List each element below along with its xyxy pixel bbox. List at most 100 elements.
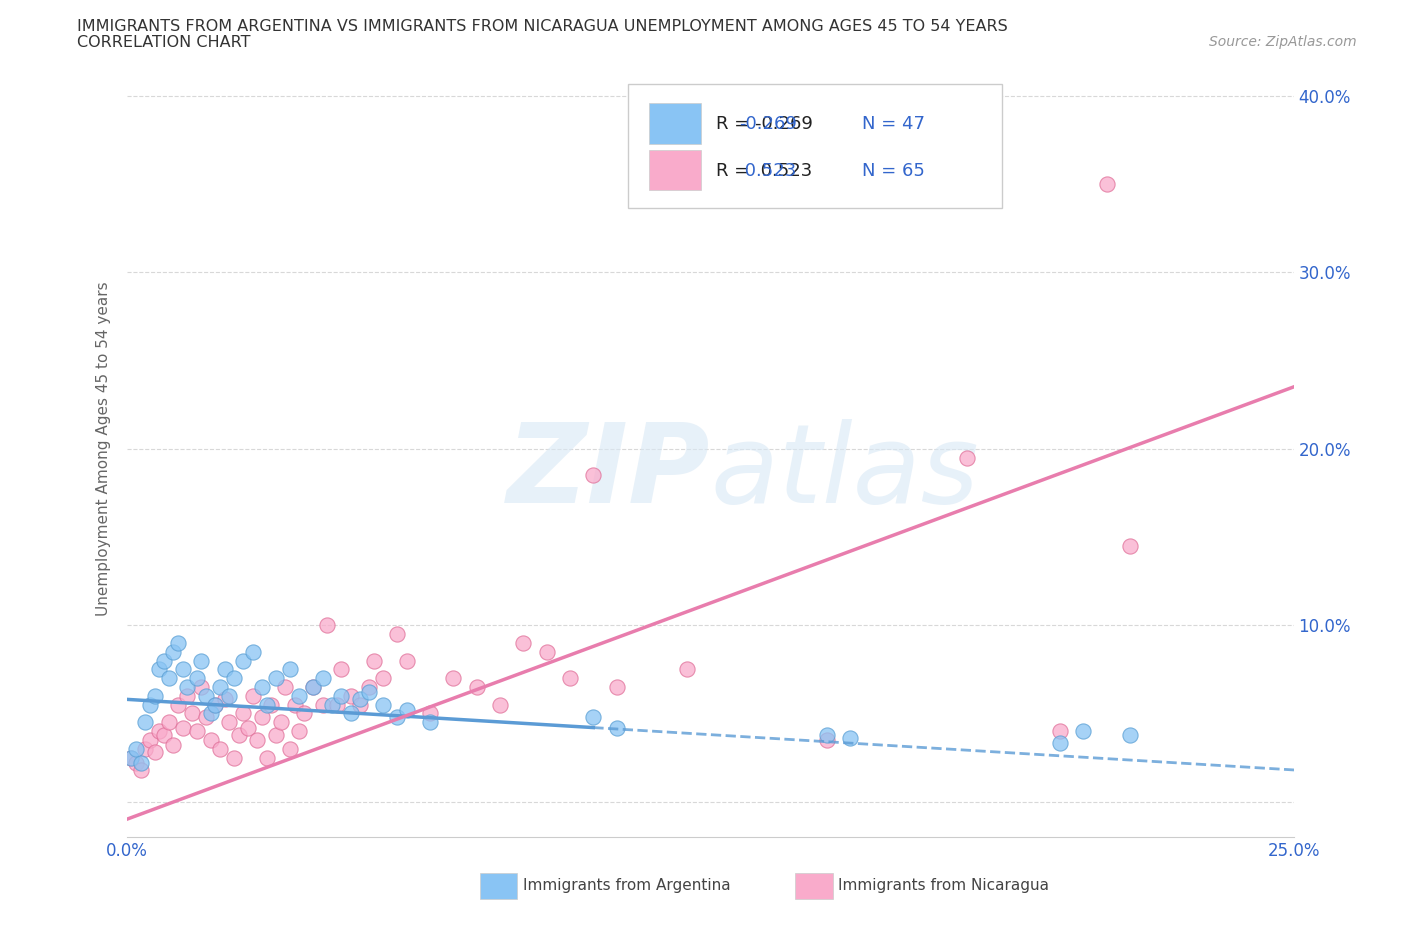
Point [274, 680, 297, 695]
Point [246, 733, 269, 748]
Y-axis label: Unemployment Among Ages 45 to 54 years: Unemployment Among Ages 45 to 54 years [96, 282, 111, 616]
Point [260, 698, 283, 712]
Point [311, 671, 333, 685]
Point [120, 751, 142, 765]
Point [278, 662, 301, 677]
Point [321, 698, 343, 712]
Point [339, 706, 361, 721]
Text: R = -0.269: R = -0.269 [716, 115, 813, 133]
Point [208, 680, 231, 695]
Point [1095, 177, 1118, 192]
Point [395, 653, 418, 668]
FancyBboxPatch shape [479, 872, 517, 899]
Point [536, 644, 558, 659]
Point [172, 662, 194, 677]
Point [218, 688, 240, 703]
FancyBboxPatch shape [650, 150, 700, 190]
Point [387, 627, 409, 642]
Point [194, 688, 217, 703]
Point [288, 688, 311, 703]
Point [256, 751, 278, 765]
Point [325, 698, 347, 712]
Text: ZIP: ZIP [506, 418, 710, 525]
Point [311, 698, 333, 712]
Point [441, 671, 464, 685]
Point [162, 644, 184, 659]
Point [134, 715, 156, 730]
Text: R =  0.523: R = 0.523 [716, 162, 813, 179]
Point [302, 680, 325, 695]
Point [242, 644, 264, 659]
Point [167, 635, 190, 650]
Point [208, 741, 231, 756]
Point [815, 733, 838, 748]
Point [190, 680, 212, 695]
Point [284, 698, 307, 712]
Point [143, 688, 166, 703]
Point [176, 688, 198, 703]
Point [186, 724, 208, 738]
Text: 0.523: 0.523 [740, 162, 796, 179]
Point [180, 706, 202, 721]
Point [148, 724, 170, 738]
Point [489, 698, 512, 712]
Point [1119, 727, 1142, 742]
FancyBboxPatch shape [796, 872, 832, 899]
Point [373, 671, 395, 685]
Point [232, 653, 254, 668]
Point [214, 692, 236, 707]
Point [186, 671, 208, 685]
Point [139, 698, 162, 712]
Point [232, 706, 254, 721]
Point [222, 671, 245, 685]
Point [1119, 538, 1142, 553]
Point [129, 755, 152, 770]
Point [157, 715, 180, 730]
Point [167, 698, 190, 712]
Point [256, 698, 278, 712]
Point [815, 727, 838, 742]
Point [153, 727, 176, 742]
Point [148, 662, 170, 677]
Point [1049, 724, 1071, 738]
Point [214, 662, 236, 677]
Point [125, 755, 148, 770]
Point [250, 680, 273, 695]
Point [1049, 736, 1071, 751]
Point [349, 698, 371, 712]
Point [359, 680, 381, 695]
Point [204, 698, 226, 712]
Text: CORRELATION CHART: CORRELATION CHART [77, 35, 250, 50]
Point [330, 688, 353, 703]
Point [387, 710, 409, 724]
Text: IMMIGRANTS FROM ARGENTINA VS IMMIGRANTS FROM NICARAGUA UNEMPLOYMENT AMONG AGES 4: IMMIGRANTS FROM ARGENTINA VS IMMIGRANTS … [77, 19, 1008, 33]
Point [204, 698, 226, 712]
Point [956, 450, 979, 465]
Point [270, 715, 292, 730]
Text: N = 47: N = 47 [862, 115, 925, 133]
Point [264, 727, 287, 742]
Text: N = 65: N = 65 [862, 162, 925, 179]
Point [292, 706, 315, 721]
Point [512, 635, 534, 650]
Point [222, 751, 245, 765]
Point [190, 653, 212, 668]
Point [172, 720, 194, 735]
Point [242, 688, 264, 703]
Point [143, 745, 166, 760]
Point [558, 671, 581, 685]
Point [176, 680, 198, 695]
Point [373, 698, 395, 712]
Point [200, 733, 222, 748]
Point [465, 680, 488, 695]
Point [395, 702, 418, 717]
Point [582, 710, 605, 724]
Point [839, 731, 862, 746]
Point [316, 618, 339, 632]
Point [200, 706, 222, 721]
Point [606, 720, 628, 735]
Point [339, 688, 361, 703]
Text: Source: ZipAtlas.com: Source: ZipAtlas.com [1209, 35, 1357, 49]
Point [194, 710, 217, 724]
Point [157, 671, 180, 685]
